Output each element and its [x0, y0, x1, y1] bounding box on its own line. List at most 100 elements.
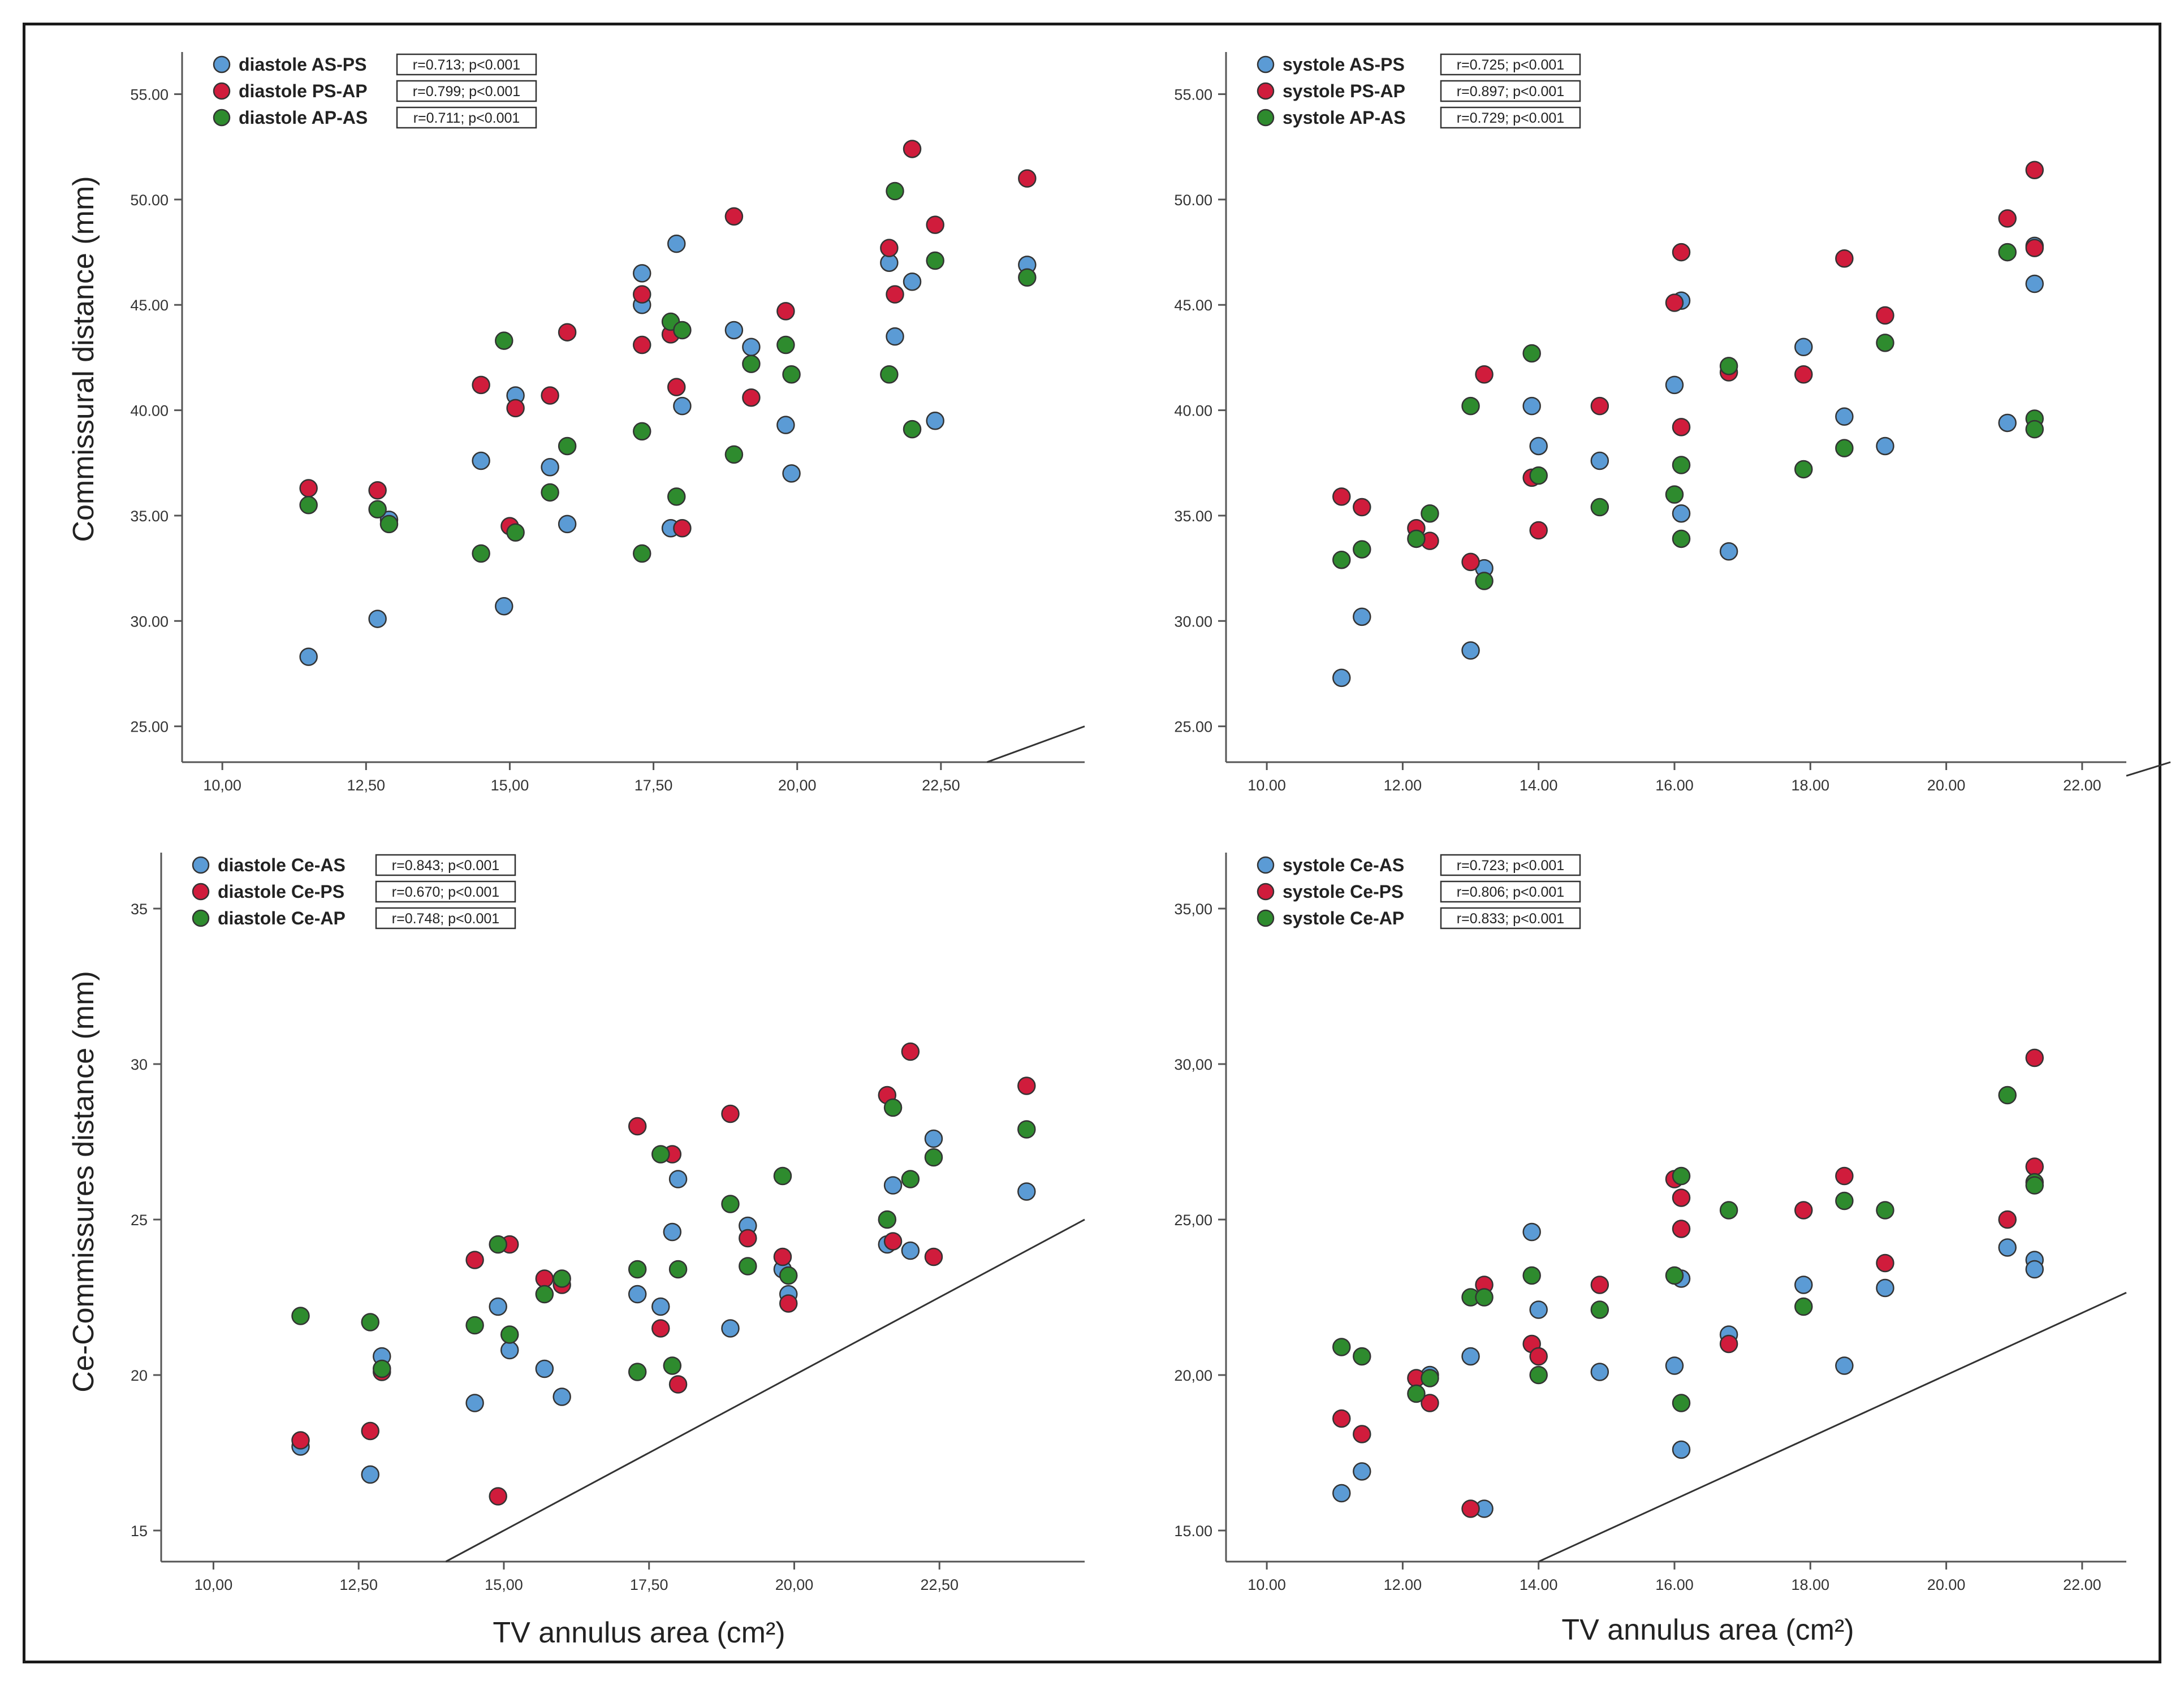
data-point [1332, 1484, 1351, 1503]
data-point [632, 264, 651, 283]
y-tick-label: 40.00 [1174, 403, 1212, 420]
data-point [1835, 407, 1854, 426]
stat-label: r=0.711; p<0.001 [413, 110, 520, 126]
data-point [1876, 1278, 1894, 1298]
data-point [651, 1319, 670, 1338]
stat-label: r=0.799; p<0.001 [413, 84, 520, 100]
x-tick-label: 20.00 [1927, 1576, 1966, 1593]
legend-label: diastole AP-AS [239, 107, 368, 128]
data-point [1353, 1347, 1371, 1366]
data-point [1672, 1220, 1691, 1238]
data-point [886, 181, 904, 201]
data-point [1353, 1425, 1371, 1443]
data-point [1522, 1222, 1541, 1242]
data-point [776, 302, 795, 321]
data-point [926, 411, 944, 430]
data-point [668, 1375, 688, 1394]
data-point [299, 479, 318, 498]
legend-label: systole AS-PS [1283, 54, 1405, 75]
x-tick-label: 16.00 [1655, 1576, 1694, 1593]
data-point [883, 1232, 903, 1251]
data-point [2025, 1048, 2044, 1067]
data-point [1835, 249, 1854, 268]
data-point [724, 207, 744, 226]
series-diastole-ce-ap [291, 1098, 1036, 1381]
data-point [1672, 456, 1691, 474]
y-tick-label: 15 [131, 1523, 148, 1540]
data-point [742, 388, 761, 407]
y-tick-label: 25.00 [130, 719, 169, 736]
x-tick-label: 10.00 [1248, 777, 1286, 794]
y-tick-label: 40.00 [130, 403, 169, 420]
data-point [1794, 1276, 1813, 1294]
data-point [1529, 436, 1548, 456]
data-point [506, 523, 525, 542]
y-tick-label: 30,00 [1174, 1056, 1212, 1073]
x-tick-label: 15,00 [485, 1576, 523, 1593]
data-point [1590, 451, 1609, 470]
series-diastole-as-ps [299, 234, 1037, 666]
x-tick-label: 20.00 [1927, 777, 1966, 794]
y-tick-label: 35.00 [1174, 508, 1212, 525]
data-point [924, 1247, 943, 1266]
data-point [901, 1241, 920, 1260]
data-point [782, 365, 801, 384]
data-point [924, 1148, 943, 1167]
data-point [651, 1145, 670, 1164]
figure-frame [23, 23, 2161, 1663]
data-point [673, 396, 692, 416]
legend-label: systole AP-AS [1283, 107, 1406, 128]
data-point [1332, 550, 1351, 569]
data-point [1522, 1266, 1541, 1285]
data-point [779, 1266, 798, 1285]
identity-line [445, 1218, 1085, 1563]
data-point [465, 1394, 484, 1412]
data-point [1672, 1440, 1691, 1459]
data-point [1835, 1166, 1854, 1186]
legend-marker [1257, 82, 1275, 100]
x-tick-label: 14.00 [1520, 777, 1558, 794]
data-point [1665, 293, 1684, 312]
data-point [721, 1319, 740, 1338]
data-point [1672, 418, 1691, 436]
data-point [1876, 1253, 1894, 1273]
data-point [1353, 1462, 1371, 1481]
x-tick-label: 10,00 [203, 777, 241, 794]
data-point [291, 1307, 310, 1325]
y-tick-label: 50.00 [130, 192, 169, 209]
data-point [1461, 1347, 1480, 1366]
data-point [1475, 1288, 1494, 1307]
data-point [361, 1421, 379, 1441]
data-point [1407, 1384, 1426, 1403]
data-point [721, 1195, 740, 1213]
legend-marker [1257, 55, 1275, 74]
data-point [1876, 1201, 1894, 1220]
data-point [651, 1297, 670, 1316]
data-point [632, 544, 651, 563]
x-tick-label: 18.00 [1792, 777, 1830, 794]
data-point [724, 321, 744, 340]
legend-label: systole Ce-PS [1283, 881, 1403, 902]
stat-label: r=0.843; p<0.001 [392, 858, 499, 874]
data-point [2025, 1176, 2044, 1195]
data-point [489, 1297, 507, 1316]
data-point [1529, 1347, 1548, 1366]
data-point [1672, 1394, 1691, 1412]
x-tick-label: 16.00 [1655, 777, 1694, 794]
y-tick-label: 25 [131, 1212, 148, 1229]
data-point [776, 335, 795, 355]
legend-label: diastole AS-PS [239, 54, 366, 75]
data-point [541, 483, 559, 502]
data-point [1461, 396, 1480, 416]
data-point [782, 464, 801, 483]
data-point [880, 365, 899, 384]
data-point [1665, 375, 1684, 395]
panel-bottom-left: 10,00 12,50 15,00 17,50 20,00 22,50 15 20 25 30 35… [131, 853, 1085, 1593]
data-point [1353, 607, 1371, 626]
y-tick-label: 30.00 [1174, 613, 1212, 630]
x-tick-label: 12.00 [1384, 1576, 1422, 1593]
data-point [1876, 306, 1894, 325]
identity-line [2126, 761, 2171, 777]
data-point [673, 519, 692, 538]
stat-label: r=0.833; p<0.001 [1457, 911, 1564, 927]
